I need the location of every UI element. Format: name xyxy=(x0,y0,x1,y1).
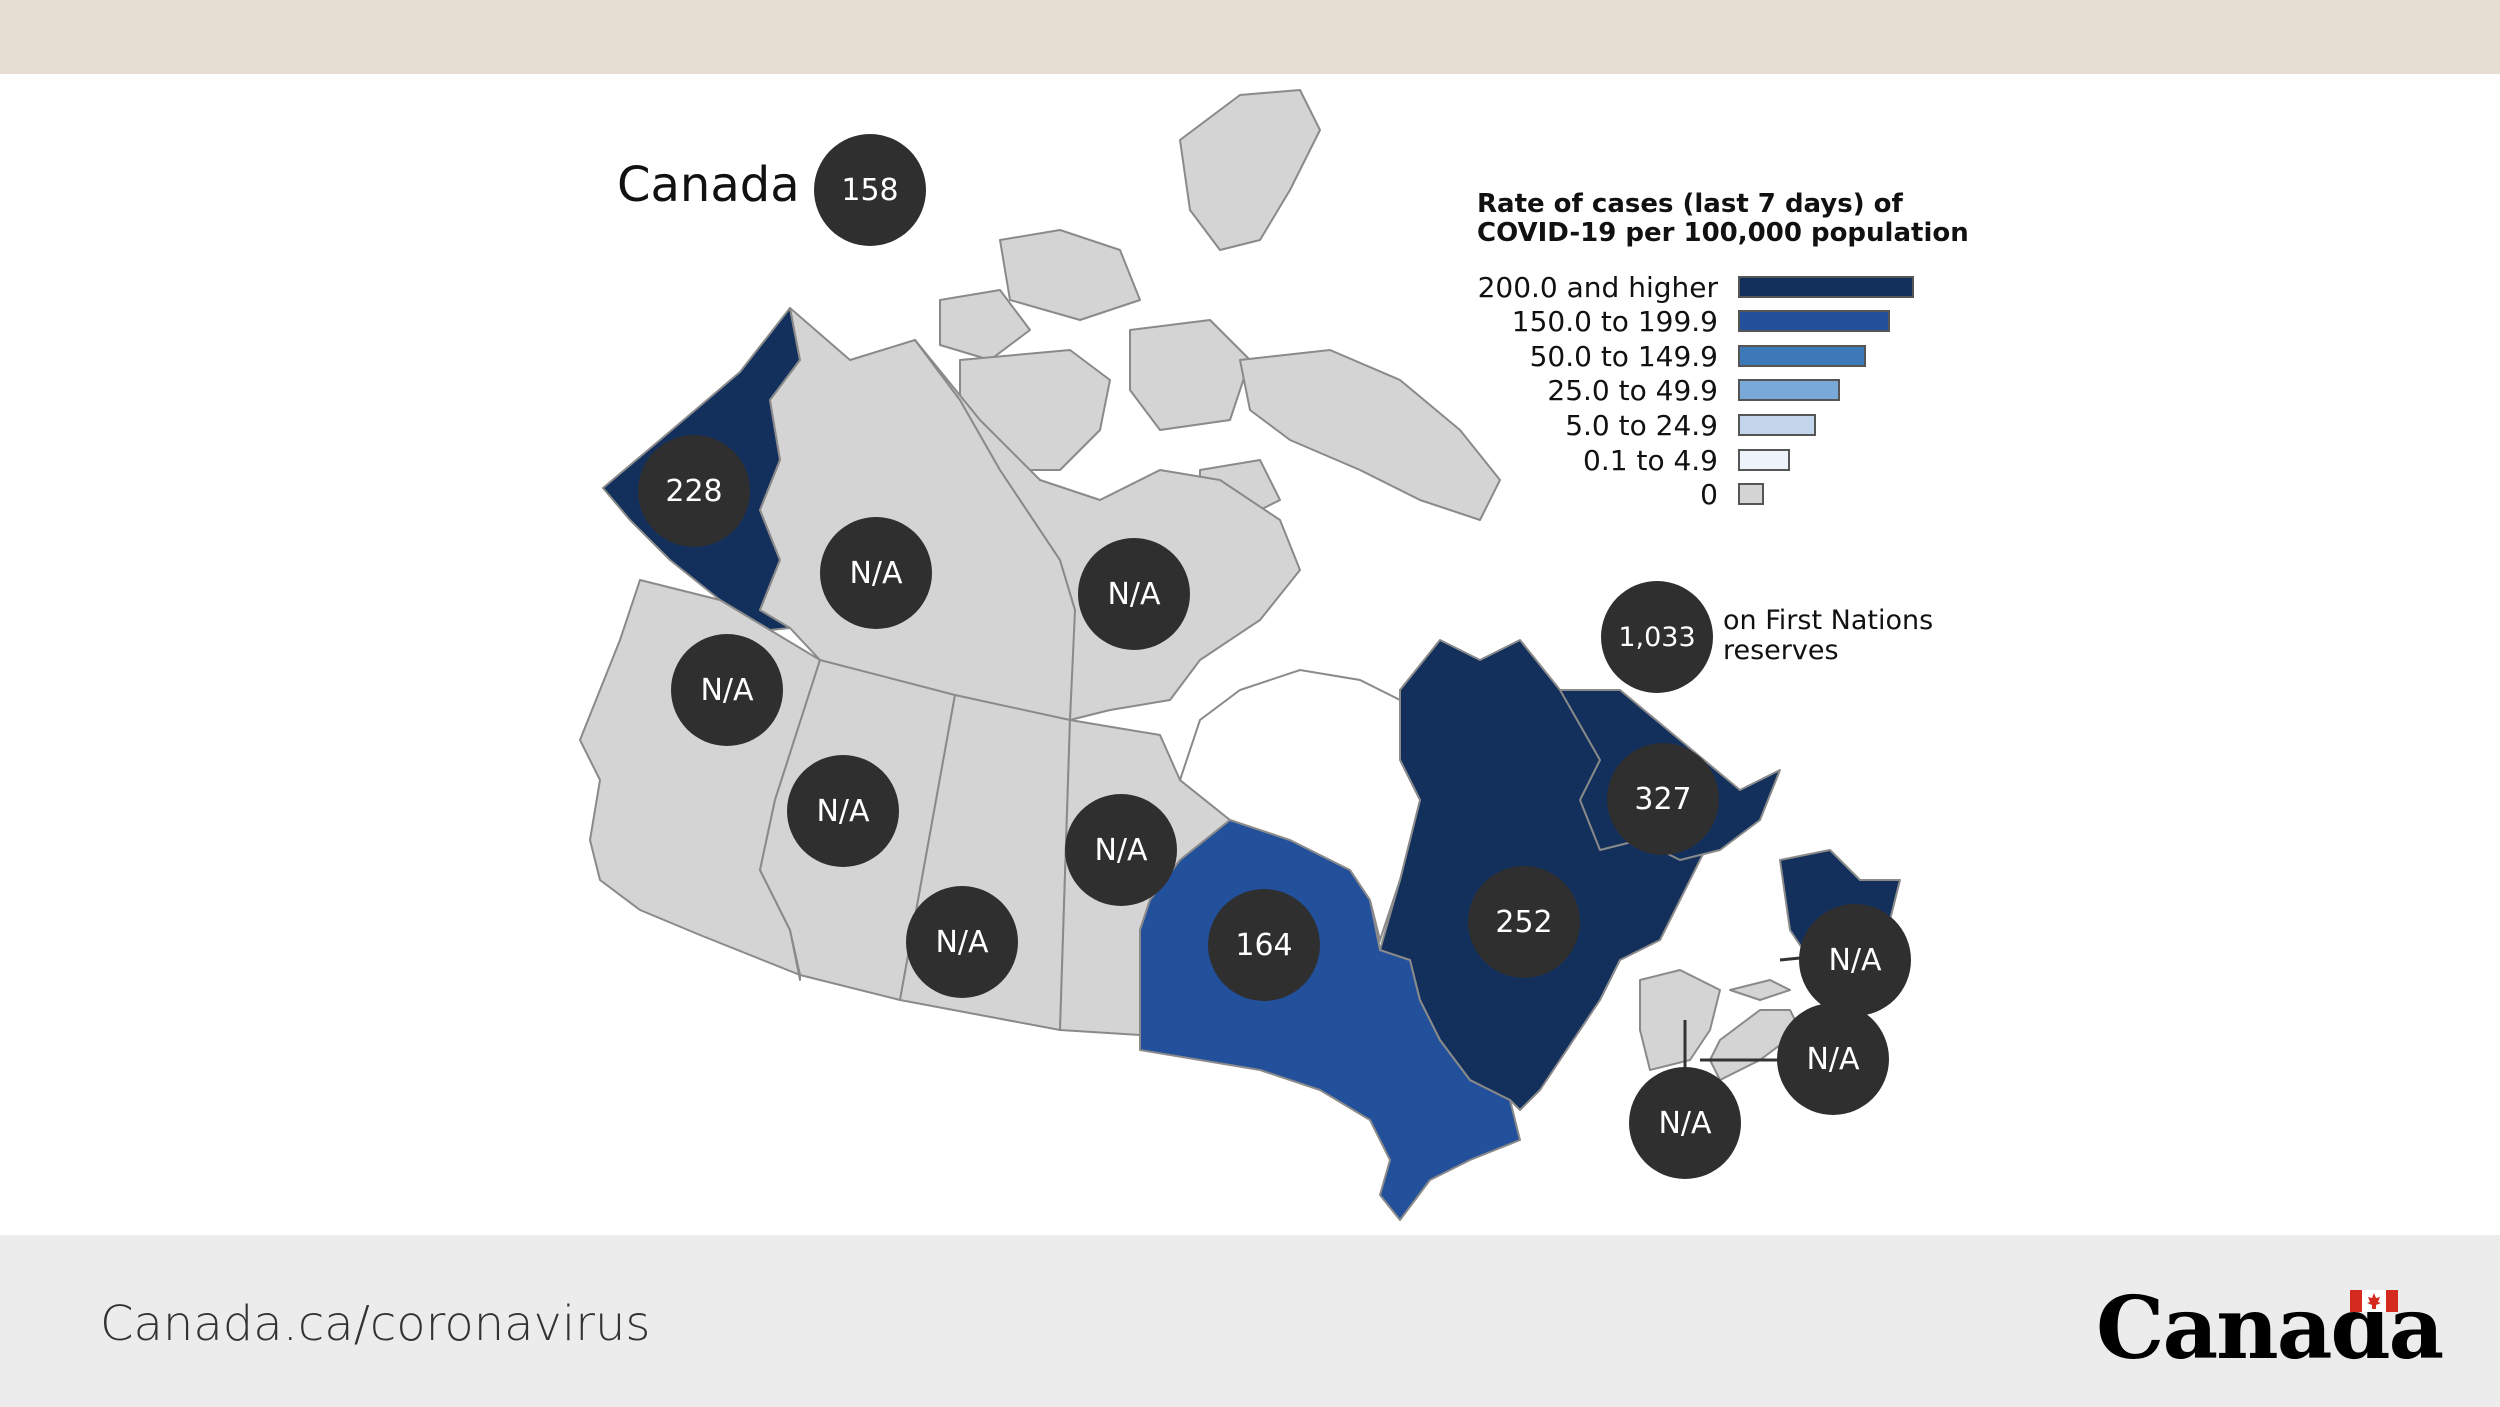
legend-label: 5.0 to 24.9 xyxy=(1565,408,1718,442)
arctic-island xyxy=(939,289,1031,361)
arctic-island xyxy=(1179,89,1321,251)
arctic-island xyxy=(1129,319,1251,431)
region-badge-prince-edward-island: N/A xyxy=(1799,904,1911,1016)
legend-label: 0 xyxy=(1700,477,1718,511)
legend-swatch xyxy=(1738,310,1890,332)
first-nations-label-line1: on First Nations xyxy=(1723,605,1934,636)
region-badge-manitoba: N/A xyxy=(1065,794,1177,906)
legend-item: 0.1 to 4.9 xyxy=(1380,443,1790,477)
region-badge-quebec: 252 xyxy=(1468,866,1580,978)
legend-label: 150.0 to 199.9 xyxy=(1511,304,1718,338)
legend-label: 50.0 to 149.9 xyxy=(1529,339,1718,373)
legend-title: Rate of cases (last 7 days) of COVID-19 … xyxy=(1477,190,1969,248)
footer xyxy=(0,1235,2500,1407)
footer-url[interactable]: Canada.ca/coronavirus xyxy=(100,1296,651,1352)
region-badge-northwest-territories: N/A xyxy=(820,517,932,629)
prince-edward-island xyxy=(1729,979,1791,1001)
national-rate-badge: 158 xyxy=(814,134,926,246)
legend-swatch xyxy=(1738,379,1840,401)
arctic-island xyxy=(999,229,1141,321)
legend-item: 0 xyxy=(1380,477,1764,511)
legend-swatch xyxy=(1738,483,1764,505)
national-title: Canada xyxy=(617,157,800,213)
canada-map xyxy=(579,89,1901,1221)
first-nations-label: on First Nations reserves xyxy=(1723,606,1933,666)
nunavut xyxy=(914,339,1301,721)
legend-title-line1: Rate of cases (last 7 days) of xyxy=(1477,189,1903,219)
legend-label: 200.0 and higher xyxy=(1477,270,1718,304)
legend-label: 0.1 to 4.9 xyxy=(1583,443,1718,477)
region-badge-newfoundland-labrador: 327 xyxy=(1607,743,1719,855)
legend-swatch xyxy=(1738,414,1816,436)
legend-item: 150.0 to 199.9 xyxy=(1380,304,1890,338)
region-badge-ontario: 164 xyxy=(1208,889,1320,1001)
first-nations-badge: 1,033 xyxy=(1601,581,1713,693)
canada-flag-icon xyxy=(2350,1290,2398,1312)
arctic-island xyxy=(1239,349,1501,521)
legend-swatch xyxy=(1738,276,1914,298)
legend-item: 5.0 to 24.9 xyxy=(1380,408,1816,442)
region-badge-yukon: 228 xyxy=(638,435,750,547)
legend-swatch xyxy=(1738,449,1790,471)
legend-item: 200.0 and higher xyxy=(1380,270,1914,304)
region-badge-alberta: N/A xyxy=(787,755,899,867)
legend-item: 50.0 to 149.9 xyxy=(1380,339,1866,373)
first-nations-label-line2: reserves xyxy=(1723,635,1839,666)
region-badge-nova-scotia: N/A xyxy=(1777,1003,1889,1115)
region-badge-british-columbia: N/A xyxy=(671,634,783,746)
legend-item: 25.0 to 49.9 xyxy=(1380,373,1840,407)
legend-title-line2: COVID-19 per 100,000 population xyxy=(1477,218,1969,248)
region-badge-saskatchewan: N/A xyxy=(906,886,1018,998)
top-band xyxy=(0,0,2500,74)
region-badge-nunavut: N/A xyxy=(1078,538,1190,650)
legend-label: 25.0 to 49.9 xyxy=(1547,373,1718,407)
new-brunswick xyxy=(1639,969,1721,1071)
hudson-bay xyxy=(1178,668,1422,944)
region-badge-new-brunswick: N/A xyxy=(1629,1067,1741,1179)
legend-swatch xyxy=(1738,345,1866,367)
